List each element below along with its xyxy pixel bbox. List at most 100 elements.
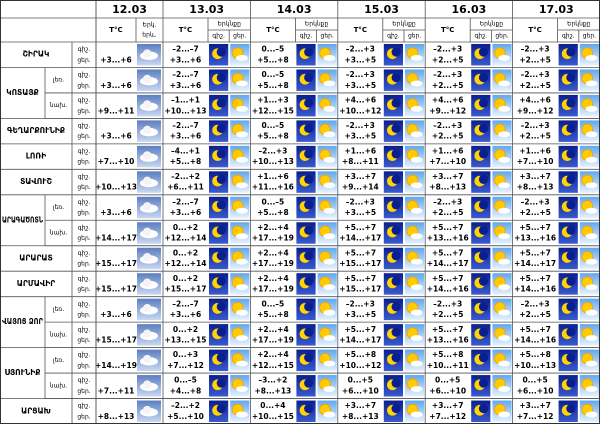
night-label: գիշ. <box>78 275 91 282</box>
temperature-day: +12...+15 <box>252 106 294 115</box>
night-label: գիշ. <box>78 352 91 359</box>
weather-icon <box>471 196 491 219</box>
night-header: գիշ. <box>212 33 225 40</box>
temperature: +15...+17 <box>95 259 137 268</box>
temperature-night: +1...+6 <box>519 147 551 156</box>
temperature-night: –2...–7 <box>172 299 198 308</box>
weather-icon <box>471 400 491 422</box>
region-name: ԿՈՏԱՅՔ <box>6 88 39 97</box>
cloud <box>498 80 511 87</box>
temperature-day: +17...+19 <box>252 335 294 344</box>
weather-icon <box>209 400 229 422</box>
weather-icon <box>558 375 578 397</box>
temperature-day: +7...+12 <box>517 412 554 421</box>
cloud <box>323 360 336 367</box>
temperature-day: +6...+10 <box>429 386 466 395</box>
cloud <box>323 80 336 87</box>
weather-icon <box>558 273 578 295</box>
temperature-night: 0...–5 <box>262 70 285 79</box>
moon-shadow <box>566 98 576 108</box>
temperature-night: +3...+7 <box>432 401 464 410</box>
weather-icon <box>137 324 161 346</box>
temperature-night: +3...+7 <box>519 172 551 181</box>
temperature-night: –4...+1 <box>171 147 200 156</box>
cloud <box>410 335 423 342</box>
weather-icon <box>405 247 425 270</box>
temperature-night: +2...+4 <box>257 274 289 283</box>
temperature-day: +13...+16 <box>427 335 469 344</box>
temperature-day: +14...+17 <box>339 234 381 243</box>
cloud <box>585 233 598 240</box>
cloud <box>585 411 598 418</box>
cloud <box>323 284 336 291</box>
moon-shadow <box>391 225 401 235</box>
temperature: +10...+13 <box>95 183 137 192</box>
temperature-night: –2...+2 <box>171 401 200 410</box>
weather-icon <box>405 273 425 295</box>
temperature-night: –3...+2 <box>258 376 287 385</box>
weather-icon <box>492 375 512 397</box>
cloud <box>585 207 598 214</box>
temperature-night: +4...+6 <box>345 96 377 105</box>
day-label: ցեր. <box>77 210 90 217</box>
night-label: գիշ. <box>78 46 91 53</box>
moon-shadow <box>391 200 401 210</box>
day-label: ցեր. <box>77 184 90 191</box>
weather-icon <box>405 196 425 219</box>
temperature-day: +5...+8 <box>257 310 289 319</box>
temperature-day: +14...+17 <box>514 259 556 268</box>
temperature-day: +10...+13 <box>165 106 207 115</box>
sky-header: Երկնքը <box>480 21 504 28</box>
temperature-night: –2...+3 <box>433 299 462 308</box>
temperature-day: +8...+13 <box>517 183 554 192</box>
cloud <box>323 309 336 316</box>
cloud <box>236 258 248 265</box>
temperature: +7...+10 <box>98 157 135 166</box>
weather-icon <box>230 222 250 244</box>
temperature-night: +1...+6 <box>345 147 377 156</box>
moon-shadow <box>304 404 314 414</box>
cloud <box>585 131 598 138</box>
temperature: +15...+17 <box>95 335 137 344</box>
temperature-day: +8...+13 <box>342 412 379 421</box>
weather-icon <box>296 247 316 270</box>
sub-region: նախ. <box>49 382 68 389</box>
temperature-night: –2...+3 <box>521 197 550 206</box>
sub-region: նախ. <box>49 230 68 237</box>
cloud <box>498 156 511 163</box>
weather-icon <box>137 349 161 372</box>
weather-icon <box>579 247 599 270</box>
weather-icon <box>405 44 425 66</box>
weather-icon <box>230 400 250 422</box>
temperature-day: +6...+10 <box>342 386 379 395</box>
moon-shadow <box>478 149 489 159</box>
weather-icon <box>471 222 491 244</box>
temperature-night: 0...+2 <box>173 274 198 283</box>
cloud <box>585 335 598 342</box>
cloud <box>236 386 248 392</box>
moon-shadow <box>478 123 489 134</box>
weather-icon <box>383 349 403 372</box>
weather-icon <box>558 171 578 193</box>
temperature-day: +2...+5 <box>432 132 464 141</box>
temperature-night: –1...+1 <box>171 96 200 105</box>
weather-icon <box>471 298 491 321</box>
cloud <box>410 386 423 392</box>
date-cell <box>425 0 513 18</box>
temperature-day: +7...+10 <box>517 157 554 166</box>
temperature: +3...+6 <box>100 208 132 217</box>
weather-icon <box>383 44 403 66</box>
temperature-day: +3...+6 <box>170 208 202 217</box>
cloud <box>498 411 511 418</box>
moon-shadow <box>478 276 489 286</box>
moon-shadow <box>478 404 489 414</box>
weather-icon <box>405 120 425 142</box>
temperature-day: +3...+5 <box>345 208 377 217</box>
moon-shadow <box>391 404 401 414</box>
cloud <box>236 284 248 291</box>
cloud <box>236 360 248 367</box>
night-label: գիշ. <box>78 97 91 104</box>
day-label: ցեր. <box>77 108 90 115</box>
day-label: ցեր. <box>77 57 90 64</box>
moon-shadow <box>216 276 226 286</box>
